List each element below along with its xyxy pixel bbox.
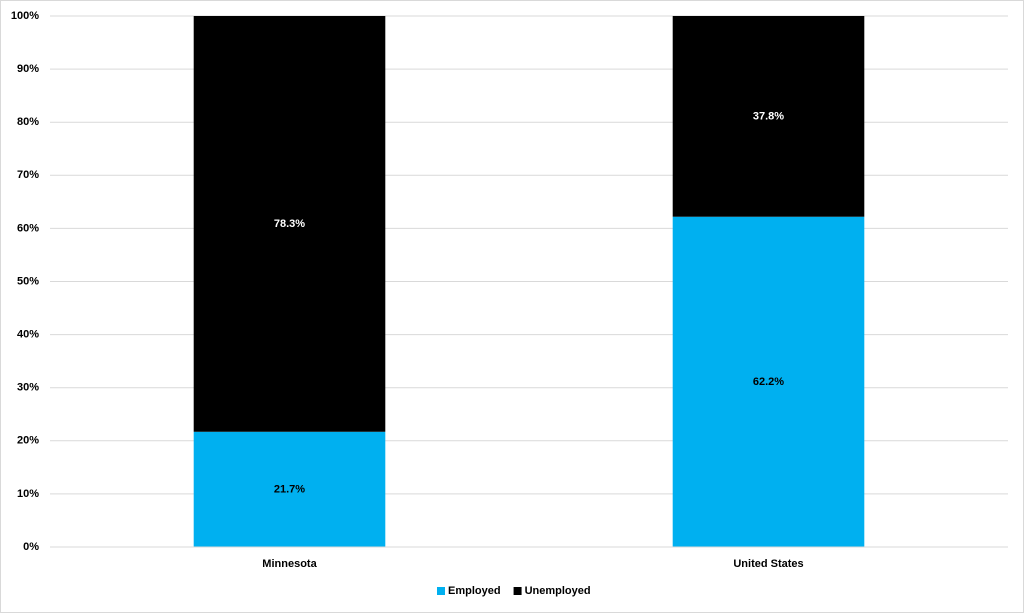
legend-swatch — [437, 587, 445, 595]
bar-segment — [193, 431, 386, 547]
data-label: 78.3% — [274, 218, 305, 230]
legend-label: Unemployed — [525, 585, 591, 597]
data-label: 37.8% — [753, 110, 784, 122]
y-tick-label: 50% — [17, 275, 39, 287]
y-tick-label: 90% — [17, 63, 39, 75]
y-tick-label: 30% — [17, 382, 39, 394]
bar-segment — [672, 16, 865, 217]
y-tick-label: 20% — [17, 435, 39, 447]
data-label: 21.7% — [274, 483, 305, 495]
bar-segment — [672, 216, 865, 547]
y-tick-label: 60% — [17, 222, 39, 234]
data-label: 62.2% — [753, 376, 784, 388]
legend-swatch — [513, 587, 522, 595]
y-tick-label: 10% — [17, 488, 39, 500]
y-tick-label: 40% — [17, 329, 39, 341]
y-tick-label: 100% — [11, 10, 39, 22]
x-tick-label: Minnesota — [262, 558, 317, 570]
x-tick-label: United States — [733, 558, 803, 570]
y-tick-label: 0% — [23, 541, 39, 553]
y-tick-label: 70% — [17, 169, 39, 181]
legend-label: Employed — [448, 585, 501, 597]
bar-segment — [193, 16, 386, 432]
y-tick-label: 80% — [17, 116, 39, 128]
